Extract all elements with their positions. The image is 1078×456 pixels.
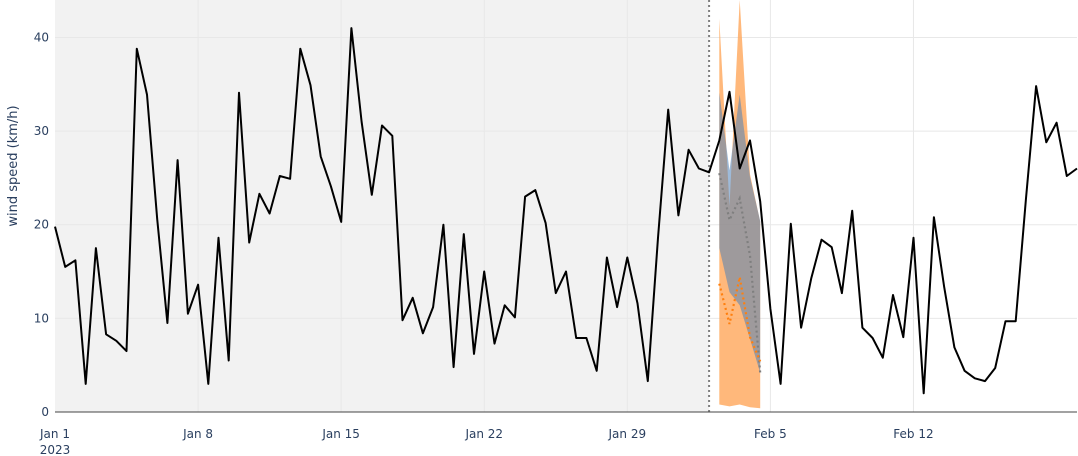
x-tick-label: Jan 8 xyxy=(182,427,213,441)
y-tick-label: 30 xyxy=(34,124,49,138)
forecast-a-band xyxy=(719,92,761,373)
x-tick-label: Jan 15 xyxy=(321,427,360,441)
y-tick-label: 20 xyxy=(34,218,49,232)
x-tick-sublabel: 2023 xyxy=(40,443,71,456)
y-tick-label: 40 xyxy=(34,30,49,44)
x-tick-label: Jan 1 xyxy=(39,427,70,441)
x-tick-label: Feb 12 xyxy=(893,427,933,441)
x-tick-label: Jan 22 xyxy=(464,427,503,441)
y-axis-title: wind speed (km/h) xyxy=(6,105,21,226)
y-tick-label: 0 xyxy=(41,405,49,419)
y-tick-label: 10 xyxy=(34,311,49,325)
x-tick-label: Jan 29 xyxy=(608,427,647,441)
training-region xyxy=(55,0,710,412)
observed-series-line xyxy=(54,27,1078,395)
x-tick-label: Feb 5 xyxy=(754,427,787,441)
forecast-a-line xyxy=(718,172,762,373)
